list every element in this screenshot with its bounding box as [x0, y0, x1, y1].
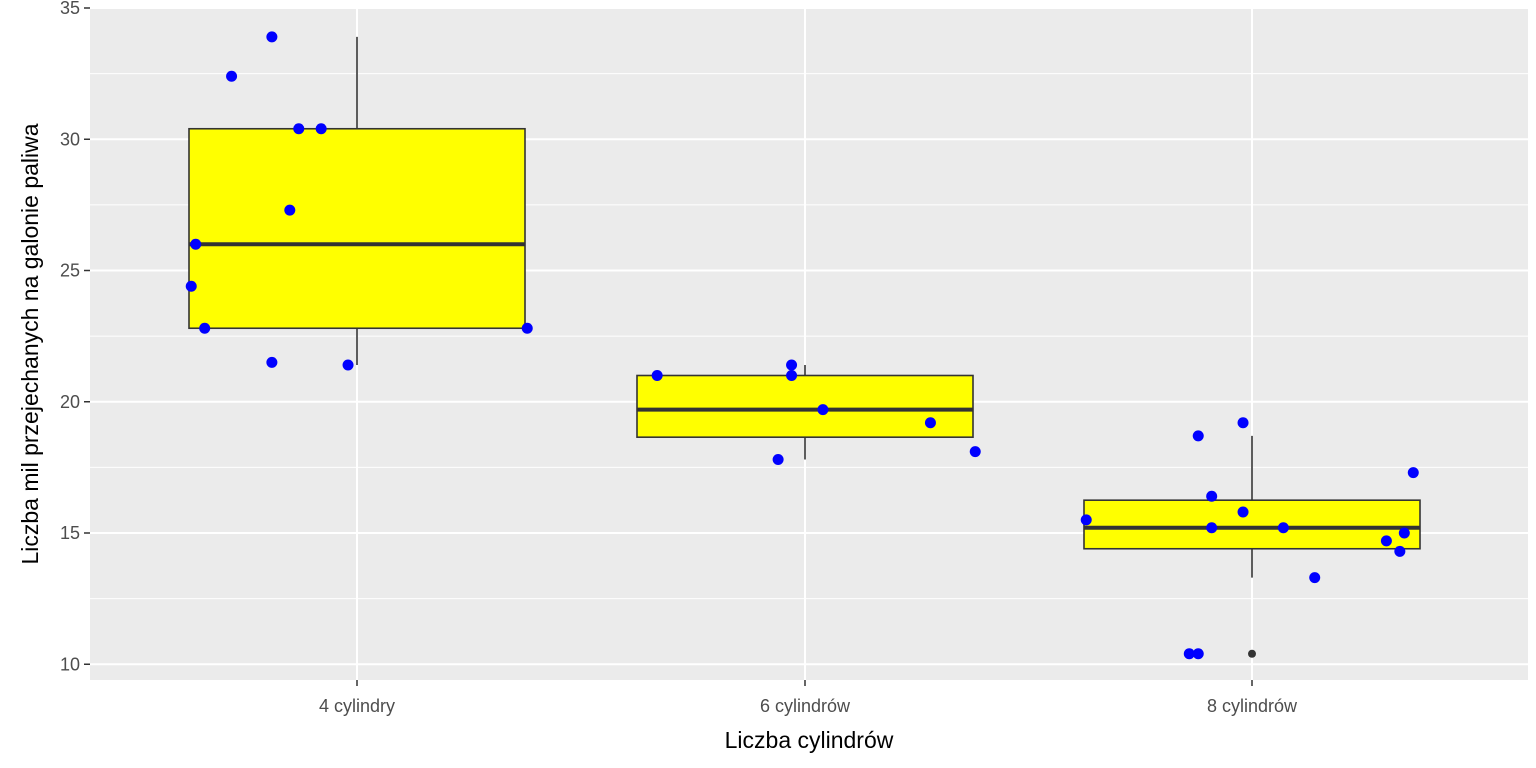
data-point — [1192, 648, 1204, 660]
y-tick-label: 20 — [60, 392, 80, 412]
data-point — [651, 370, 663, 381]
x-axis-title: Liczba cylindrów — [725, 727, 894, 753]
data-point — [1398, 527, 1410, 539]
box — [636, 374, 974, 438]
data-point — [226, 70, 238, 82]
data-point — [1080, 514, 1092, 526]
y-tick-label: 25 — [60, 261, 80, 281]
data-point — [969, 446, 981, 458]
y-tick-label: 15 — [60, 523, 80, 543]
data-point — [190, 238, 202, 250]
data-point — [1192, 430, 1204, 442]
data-point — [1380, 535, 1392, 547]
x-tick-label: 4 cylindry — [319, 696, 395, 716]
data-point — [266, 31, 278, 43]
plot-panel — [90, 8, 1528, 680]
data-point — [1206, 490, 1218, 502]
y-tick-label: 10 — [60, 654, 80, 674]
data-point — [185, 280, 197, 292]
y-axis: 10 15 20 25 30 35 — [60, 0, 90, 674]
data-point — [1407, 467, 1419, 479]
box — [188, 127, 526, 330]
data-point — [266, 356, 278, 368]
data-point — [1183, 648, 1195, 660]
data-point — [772, 454, 784, 465]
box — [1083, 499, 1421, 550]
data-point — [1237, 506, 1249, 518]
data-point — [315, 123, 327, 135]
y-tick-label: 35 — [60, 0, 80, 18]
outlier-point — [1248, 649, 1256, 658]
data-point — [284, 204, 296, 216]
x-tick-label: 8 cylindrów — [1207, 696, 1298, 716]
data-point — [786, 359, 798, 371]
data-point — [521, 322, 533, 334]
data-point — [1277, 522, 1289, 534]
boxes — [188, 127, 1421, 550]
data-point — [1237, 417, 1249, 429]
whiskers — [356, 36, 1253, 578]
outlier-points — [1248, 649, 1256, 658]
y-tick-label: 30 — [60, 129, 80, 149]
data-point — [293, 123, 305, 135]
data-point — [924, 417, 936, 429]
data-point — [1394, 545, 1406, 557]
data-point — [1309, 572, 1321, 584]
data-point — [199, 322, 211, 334]
x-tick-label: 6 cylindrów — [760, 696, 851, 716]
data-point — [342, 359, 354, 371]
y-axis-title: Liczba mil przejechanych na galonie pali… — [17, 123, 43, 564]
data-point — [786, 370, 798, 381]
data-point — [817, 404, 829, 416]
jitter-points — [185, 31, 1419, 660]
data-point — [1206, 522, 1218, 534]
x-axis: 4 cylindry 6 cylindrów 8 cylindrów — [319, 680, 1298, 716]
